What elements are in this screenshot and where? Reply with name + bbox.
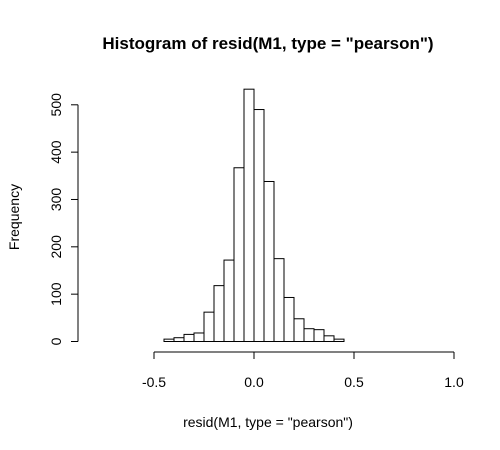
histogram-bar	[223, 259, 235, 342]
y-tick-label: 200	[48, 235, 64, 259]
y-tick-label: 100	[48, 282, 64, 306]
y-axis-label: Frequency	[6, 184, 22, 250]
histogram-bar	[273, 258, 285, 342]
histogram-bar	[263, 180, 275, 342]
histogram-bar	[213, 285, 225, 342]
y-tick-label: 300	[48, 188, 64, 212]
chart-title: Histogram of resid(M1, type = "pearson")	[102, 34, 433, 53]
x-tick-label: 0.0	[244, 374, 264, 390]
histogram-bar	[183, 333, 195, 342]
histogram-bar	[313, 329, 325, 343]
histogram-bar	[193, 332, 205, 342]
x-tick-label: 1.0	[444, 374, 464, 390]
histogram-bar	[333, 338, 345, 342]
y-tick-label: 500	[48, 93, 64, 117]
y-axis: 0 100 200 300 400 500	[48, 93, 79, 345]
histogram-bar	[173, 337, 185, 342]
y-tick-label: 400	[48, 140, 64, 164]
x-axis-label: resid(M1, type = "pearson")	[183, 414, 353, 430]
histogram-bar	[323, 335, 335, 343]
histogram-bar	[253, 109, 265, 342]
histogram-bar	[293, 318, 305, 342]
histogram-bars	[163, 88, 345, 343]
x-tick-label: -0.5	[142, 374, 166, 390]
histogram-bar	[203, 311, 215, 342]
y-tick-label: 0	[48, 337, 64, 345]
x-tick-label: 0.5	[344, 374, 364, 390]
x-axis: -0.5 0.0 0.5 1.0	[142, 351, 464, 390]
histogram-bar	[303, 328, 315, 343]
histogram-bar	[243, 88, 255, 343]
histogram-bar	[283, 296, 295, 342]
histogram-bar	[233, 167, 245, 342]
histogram-bar	[163, 338, 175, 342]
